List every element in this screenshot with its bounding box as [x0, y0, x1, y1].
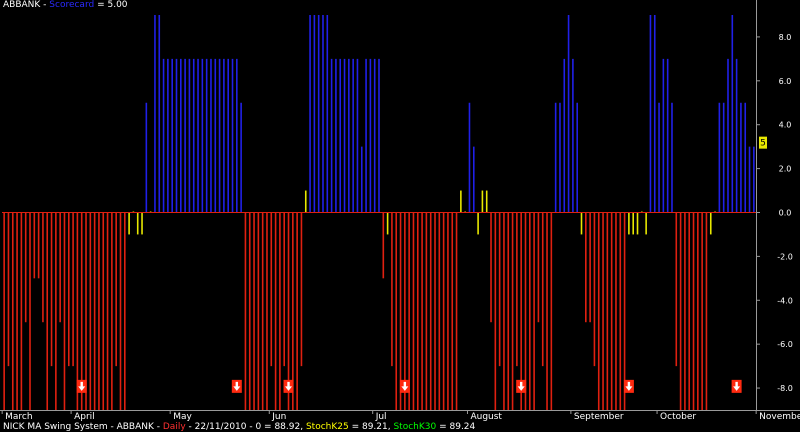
x-tick-label: Jul [375, 412, 387, 422]
y-tick-label: 4.0 [779, 121, 792, 130]
sell-signal-icon [76, 379, 87, 393]
sell-signal-icon [231, 379, 242, 393]
last-value-text: 5 [760, 139, 766, 149]
sell-signal-icon [283, 379, 294, 393]
legend-system: NICK MA Swing System - ABBANK - [3, 422, 163, 432]
title-separator: - [40, 0, 50, 10]
y-tick-label: -4.0 [777, 296, 793, 305]
sell-signals-layer [76, 379, 742, 393]
legend-k30-label: StochK30 [393, 422, 437, 432]
x-tick-label: October [660, 412, 696, 422]
down-arrow-icon [233, 381, 241, 391]
y-tick-label: -6.0 [777, 340, 793, 349]
x-tick-label: May [173, 412, 192, 422]
sell-signal-icon [399, 379, 410, 393]
x-tick-label: August [470, 412, 502, 422]
x-tick-label: September [574, 412, 624, 422]
y-tick-label: 6.0 [779, 77, 792, 86]
x-tick-label: April [74, 412, 95, 422]
x-tick-label: March [5, 412, 32, 422]
bars-layer [2, 14, 756, 410]
down-arrow-icon [625, 381, 633, 391]
sell-signal-icon [516, 379, 527, 393]
x-tick-label: Jun [271, 412, 286, 422]
y-tick-label: -8.0 [777, 384, 793, 393]
title-series-name: Scorecard [49, 0, 95, 10]
last-value-box [759, 136, 767, 149]
sell-signal-icon [731, 379, 742, 393]
down-arrow-icon [78, 381, 86, 391]
y-tick-label: 0.0 [779, 208, 792, 217]
legend-daily-label: Daily [162, 422, 186, 432]
chart-title: ABBANK - Scorecard = 5.00 [3, 0, 128, 11]
y-tick-label: 2.0 [779, 165, 792, 174]
last-value-marker: 5 [759, 136, 767, 149]
sell-signal-icon [623, 379, 634, 393]
legend-k30-text: = 89.24 [436, 422, 476, 432]
y-tick-label: 8.0 [779, 33, 792, 42]
down-arrow-icon [285, 381, 293, 391]
x-tick-label: November [759, 412, 800, 422]
down-arrow-icon [733, 381, 741, 391]
legend-k25-label: StochK25 [305, 422, 349, 432]
legend-daily-text: - 22/11/2010 - 0 = 88.92, [185, 422, 306, 432]
title-ticker: ABBANK [3, 0, 41, 10]
bottom-legend: NICK MA Swing System - ABBANK - Daily - … [3, 422, 475, 432]
down-arrow-icon [401, 381, 409, 391]
y-tick-label: -2.0 [777, 252, 793, 261]
down-arrow-icon [517, 381, 525, 391]
title-equals: = [94, 0, 108, 10]
legend-k25-text: = 89.21, [348, 422, 394, 432]
title-value: 5.00 [107, 0, 128, 10]
axis-layer: 8.0 6.0 4.0 2.0 0.0 -2.0 -4.0 -6.0 -8.0 March Apri… [0, 0, 800, 422]
